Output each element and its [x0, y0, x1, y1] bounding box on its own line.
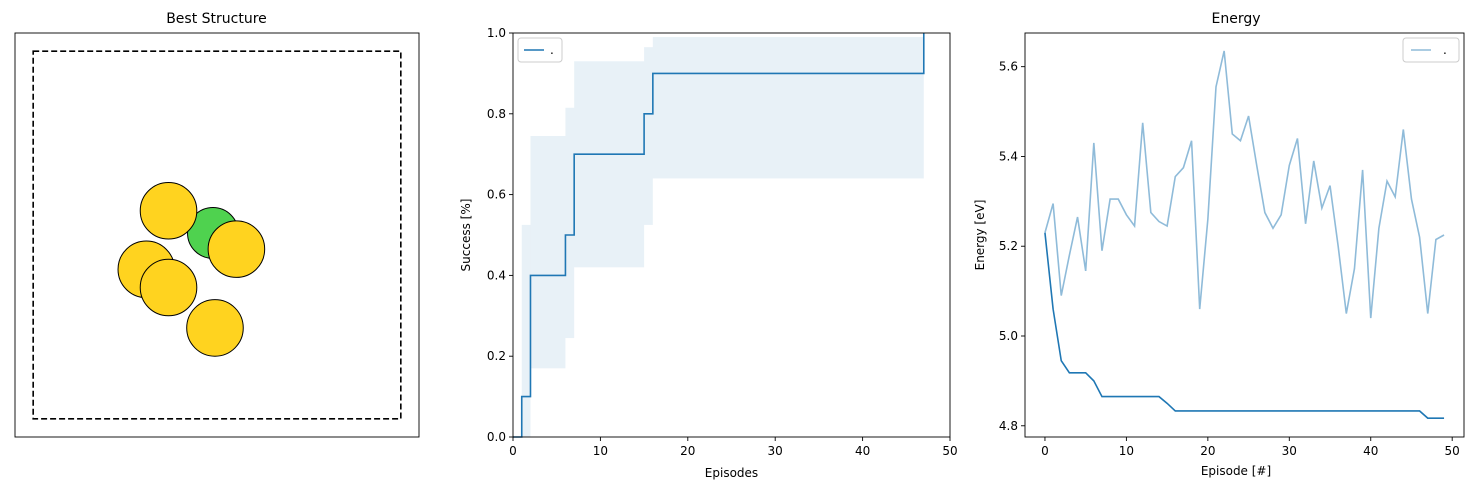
energy-y-tick-label-3: 5.4 — [999, 149, 1018, 163]
success-x-tick-label-1: 10 — [593, 444, 608, 458]
energy-x-tick-label-3: 30 — [1282, 444, 1297, 458]
energy-axes-frame — [1024, 32, 1465, 438]
success-y-tick-label-1: 0.2 — [487, 349, 506, 363]
confidence-band-segment-0 — [521, 224, 531, 437]
energy-x-tick-label-1: 10 — [1119, 444, 1134, 458]
success-x-tick-label-5: 50 — [942, 444, 957, 458]
structure-title: Best Structure — [166, 11, 267, 27]
success-x-tick-label-3: 30 — [768, 444, 783, 458]
confidence-band-segment-5 — [652, 37, 924, 179]
confidence-band-segment-4 — [644, 47, 653, 225]
energy-x-axis-label: Episode [#] — [1201, 464, 1271, 478]
confidence-band-segment-1 — [530, 136, 566, 369]
success-y-tick-label-0: 0.0 — [487, 430, 506, 444]
energy-series-line — [1044, 50, 1445, 319]
atom-yellow-2 — [207, 220, 266, 278]
success-step-line — [513, 33, 925, 438]
atom-yellow-1 — [139, 181, 198, 240]
structure-plot-area — [14, 32, 420, 438]
success-y-tick-label-5: 1.0 — [487, 26, 506, 40]
success-plot-area: 0 10 20 30 40 50 0.0 0.2 0.4 0.6 0.8 1.0. — [487, 26, 958, 458]
confidence-band-segment-2 — [565, 107, 575, 339]
success-panel: 0 10 20 30 40 500.00.20.40.60.81.0. Episodes … — [459, 26, 958, 480]
energy-panel: Energy 0 10 20 30 40 50 4.8 5.0 5.2 5.4 5.6. Episo… — [973, 11, 1465, 478]
success-x-axis-label: Episodes — [705, 466, 758, 480]
energy-title: Energy — [1211, 11, 1260, 27]
confidence-band-segment-3 — [574, 61, 645, 268]
structure-axes-frame — [14, 32, 420, 438]
energy-legend-label: . — [1443, 43, 1447, 57]
success-axes-frame — [512, 32, 951, 438]
atom-yellow-4 — [186, 299, 244, 357]
energy-y-tick-label-2: 5.2 — [999, 239, 1018, 253]
energy-y-tick-label-4: 5.6 — [999, 60, 1018, 74]
success-x-tick-label-0: 0 — [509, 444, 517, 458]
success-x-tick-label-4: 40 — [855, 444, 870, 458]
energy-y-tick-label-0: 4.8 — [999, 419, 1018, 433]
energy-x-tick-label-2: 20 — [1200, 444, 1215, 458]
energy-x-tick-label-5: 50 — [1445, 444, 1460, 458]
energy-minimum-line — [1044, 232, 1445, 419]
structure-panel: Best Structure — [14, 11, 420, 438]
success-legend-label: . — [550, 43, 554, 57]
atom-yellow-5 — [139, 258, 198, 317]
success-x-tick-label-2: 20 — [680, 444, 695, 458]
energy-plot-area: 0 10 20 30 40 50 4.8 5.0 5.2 5.4 5.6. — [999, 32, 1465, 458]
energy-y-tick-label-1: 5.0 — [999, 329, 1018, 343]
energy-x-tick-label-0: 0 — [1041, 444, 1049, 458]
success-y-tick-label-2: 0.4 — [487, 268, 506, 282]
energy-x-tick-label-4: 40 — [1363, 444, 1378, 458]
success-y-tick-label-3: 0.6 — [487, 188, 506, 202]
success-y-tick-label-4: 0.8 — [487, 107, 506, 121]
energy-y-axis-label: Energy [eV] — [973, 200, 987, 271]
success-y-axis-label: Success [%] — [459, 199, 473, 272]
cell-boundary-dashed — [32, 50, 402, 420]
